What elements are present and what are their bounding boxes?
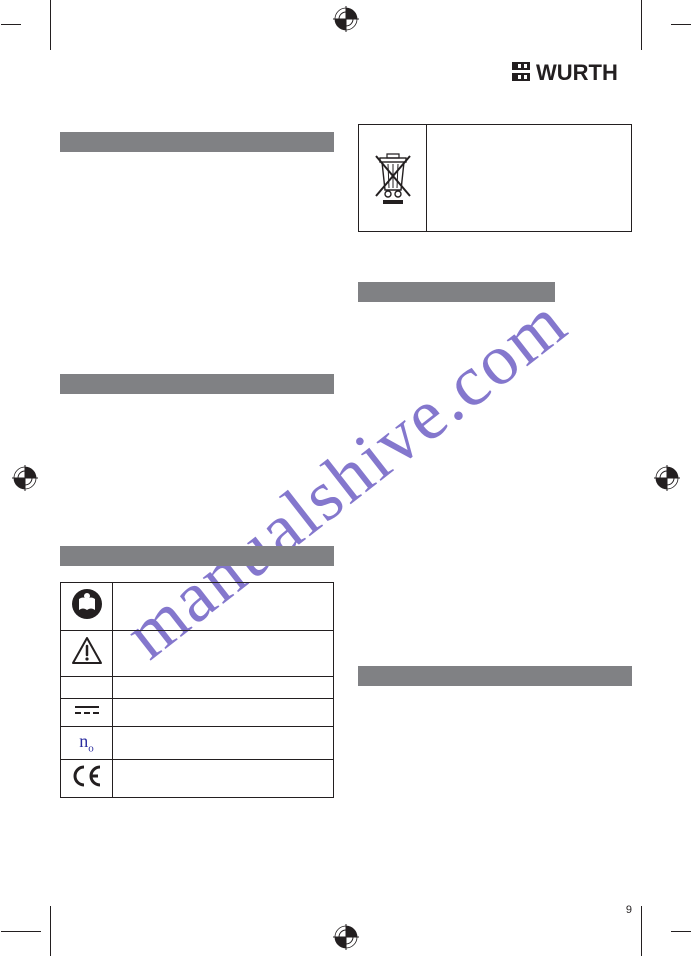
table-row: no [61,727,334,760]
n-subscript: o [88,743,94,755]
table-row [61,631,334,677]
registration-mark-icon [333,924,359,950]
ce-mark-icon [61,759,113,797]
symbol-label [113,699,334,727]
left-column: no [60,124,334,908]
table-row [61,759,334,797]
crop-mark [50,0,100,50]
dc-icon [61,699,113,727]
crop-mark [50,906,100,956]
weee-icon [359,125,427,231]
content-area: WURTH [60,48,632,908]
read-manual-icon [61,583,113,631]
symbol-label [113,677,334,699]
page-number: 9 [626,904,632,916]
symbol-label [113,759,334,797]
table-row [61,677,334,699]
section-bar [60,374,334,394]
section-bar [60,546,334,566]
symbol-label [113,727,334,760]
weee-disposal-box [358,124,632,232]
brand-text: WURTH [536,60,618,84]
n-symbol: n [79,731,88,751]
registration-mark-icon [654,465,680,491]
registration-mark-icon [12,465,38,491]
table-row [61,583,334,631]
symbol-label [113,631,334,677]
section-bar [60,132,334,152]
symbol-label [113,583,334,631]
table-row [61,699,334,727]
section-bar [358,282,555,302]
no-load-speed-icon: no [61,727,113,760]
section-bar [358,666,632,686]
blank-icon [61,677,113,699]
two-column-layout: no [60,124,632,908]
page-root: manualshive.com WURTH [0,0,692,956]
weee-text [427,125,631,231]
crop-mark [592,0,642,50]
symbol-legend-table: no [60,582,334,798]
right-column [358,124,632,908]
warning-icon [61,631,113,677]
wurth-logo: WURTH [512,58,632,89]
crop-mark [592,906,642,956]
registration-mark-icon [333,6,359,32]
